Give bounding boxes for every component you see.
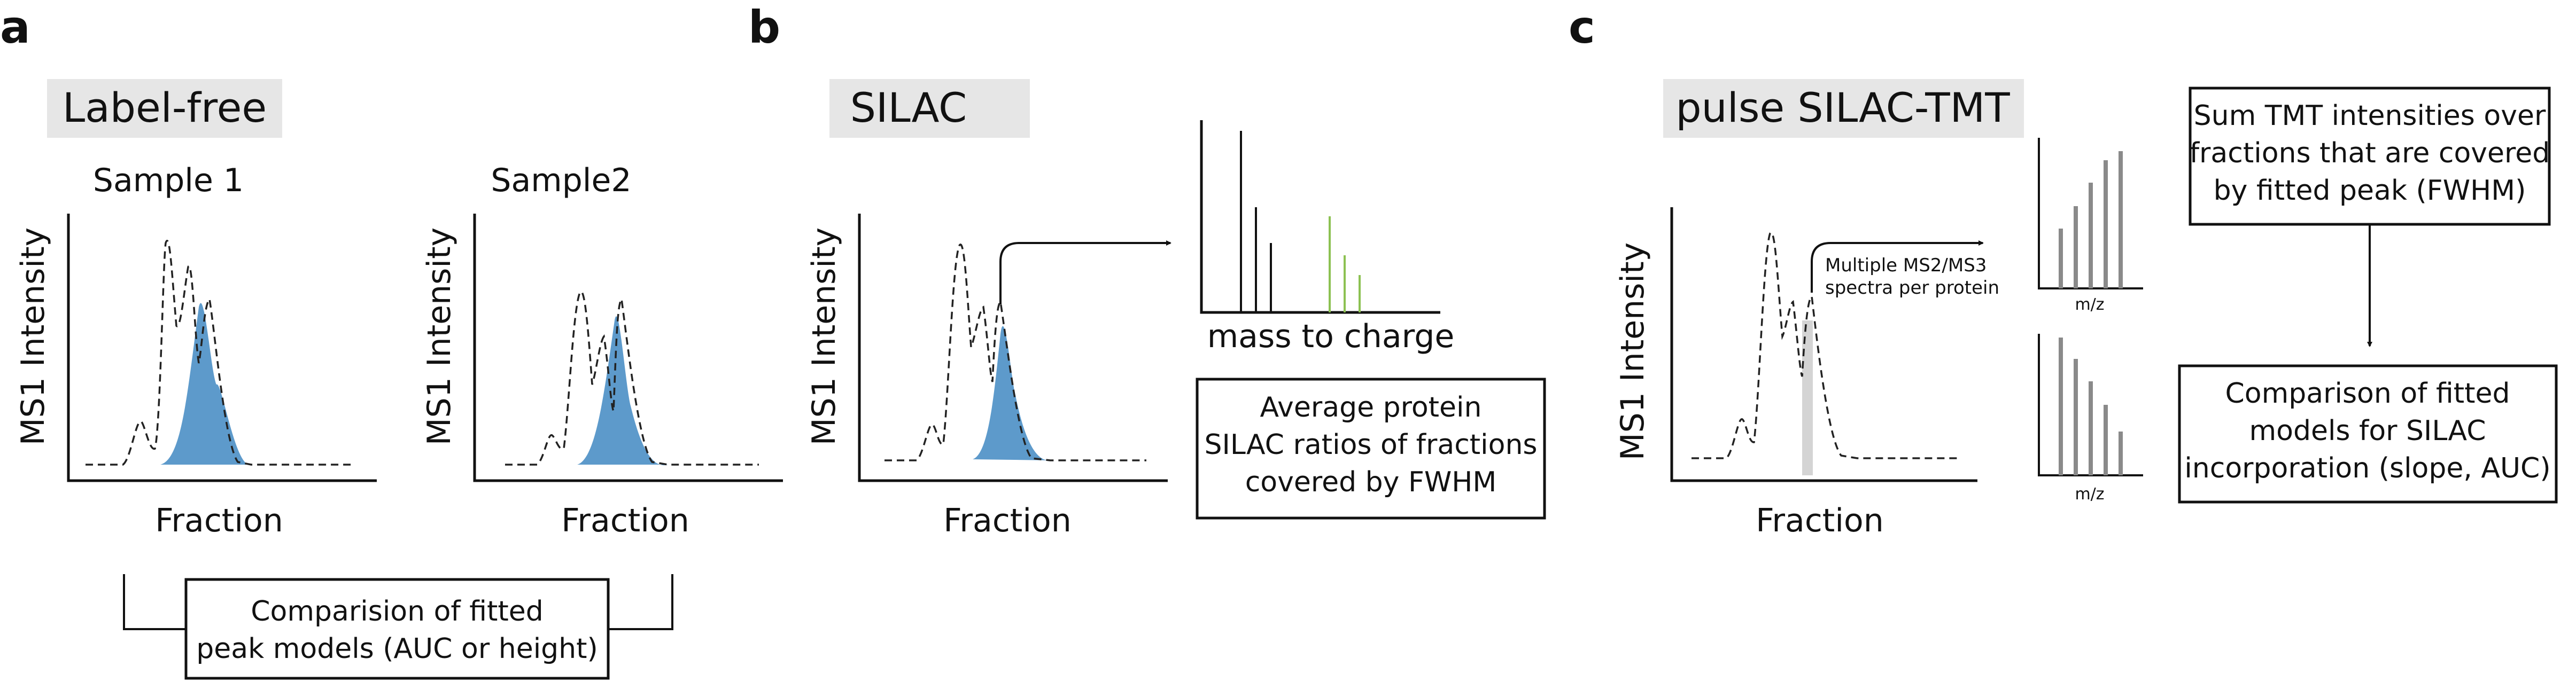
panel-a-comparison-box [184,578,610,680]
panel-c-ylabel: MS1 Intensity [1614,242,1651,460]
panel-c-spectrum-top: m/z [2038,138,2143,314]
panel-b-banner-bg [829,79,1030,138]
panel-a-banner-bg [47,79,282,138]
panel-b-spectrum: mass to charge [1200,120,1455,355]
panel-b-letter: b [748,1,780,53]
panel-a-chart1-observed-profile [86,240,353,466]
panel-b-xlabel: Fraction [943,502,1072,539]
panel-a-chart2-axes [473,214,783,482]
panel-c-chart: MS1 Intensity Fraction [1614,207,1977,539]
panel-c-annotation-line1: Multiple MS2/MS3 [1825,255,1987,276]
panel-b-box-line2: SILAC ratios of fractions [1204,429,1537,461]
panel-c-arrow [1811,240,1984,293]
panel-c-banner-bg [1663,79,2024,138]
panel-b-chart: MS1 Intensity Fraction [805,214,1168,539]
panel-a-chart2-xlabel: Fraction [561,502,689,539]
panel-b: b SILAC MS1 Intensity Fraction mass to c… [748,1,1546,539]
panel-b-ratio-box [1196,378,1546,520]
tmt-bar [2074,206,2078,288]
panel-c-box2-line2: models for SILAC [2249,415,2486,447]
panel-a-chart2-observed-profile [505,291,759,466]
panel-c-letter: c [1569,1,1595,53]
panel-c-sum-box [2189,87,2551,226]
panel-c-mz-label-top: m/z [2075,295,2104,314]
panel-c-axes [1670,207,1977,482]
tmt-bar [2104,160,2108,288]
tmt-bar [2089,381,2093,475]
panel-b-axes [858,214,1168,482]
panel-a: a Label-free Sample 1 Sample2 MS1 Intens… [0,1,783,680]
panel-a-banner: Label-free [63,84,267,131]
panel-c-mz-label-bottom: m/z [2075,485,2104,504]
panel-b-arrow [999,240,1171,304]
panel-c-banner: pulse SILAC-TMT [1675,84,2010,131]
tmt-bar [2119,432,2123,475]
panel-c-box1-line1: Sum TMT intensities over [2194,100,2546,132]
panel-a-box-line2: peak models (AUC or height) [196,633,598,665]
panel-a-chart1-xlabel: Fraction [155,502,283,539]
panel-a-sample1-label: Sample 1 [93,162,244,199]
panel-c: c pulse SILAC-TMT MS1 Intensity Fraction… [1569,1,2558,539]
panel-c-ms2-highlight [1802,320,1813,475]
panel-c-comparison-box [2178,364,2558,504]
panel-b-observed-profile [884,244,1146,461]
panel-a-letter: a [0,1,30,53]
panel-a-chart2-ylabel: MS1 Intensity [421,228,458,445]
panel-b-box-line1: Average protein [1260,391,1482,424]
panel-c-box2-line1: Comparison of fitted [2225,378,2510,410]
panel-b-spectrum-xlabel: mass to charge [1207,318,1455,355]
tmt-bar [2059,229,2063,288]
tmt-bar [2104,405,2108,475]
tmt-bar [2119,151,2123,288]
tmt-bar [2059,338,2063,475]
panel-a-chart-2: MS1 Intensity Fraction [421,214,783,539]
panel-a-chart-1: MS1 Intensity Fraction [14,214,377,539]
panel-c-xlabel: Fraction [1756,502,1884,539]
panel-b-fitted-peak [973,326,1050,461]
panel-a-chart1-ylabel: MS1 Intensity [14,228,52,445]
panel-c-spectrum-top-axes [2038,138,2143,289]
panel-b-spectrum-axes [1200,120,1440,314]
tmt-bar [2074,359,2078,475]
panel-a-chart1-fitted-peak [160,303,251,465]
panel-a-chart1-axes [67,214,377,482]
panel-c-spectrum-bottom: m/z [2038,334,2143,504]
panel-c-observed-profile [1692,231,1959,459]
panel-b-banner: SILAC [850,84,967,131]
panel-b-ylabel: MS1 Intensity [805,228,843,445]
panel-c-annotation-line2: spectra per protein [1825,277,1999,299]
panel-c-spectrum-bottom-axes [2038,334,2143,476]
panel-c-box1-line2: fractions that are covered [2190,137,2550,169]
panel-a-sample2-label: Sample2 [491,162,631,199]
panel-a-box-line1: Comparision of fitted [251,595,544,628]
panel-b-box-line3: covered by FWHM [1245,466,1497,498]
panel-c-box1-line3: by fitted peak (FWHM) [2214,175,2526,207]
panel-c-box2-line3: incorporation (slope, AUC) [2184,452,2550,484]
tmt-bar [2089,183,2093,288]
panel-a-chart2-fitted-peak [577,316,668,466]
